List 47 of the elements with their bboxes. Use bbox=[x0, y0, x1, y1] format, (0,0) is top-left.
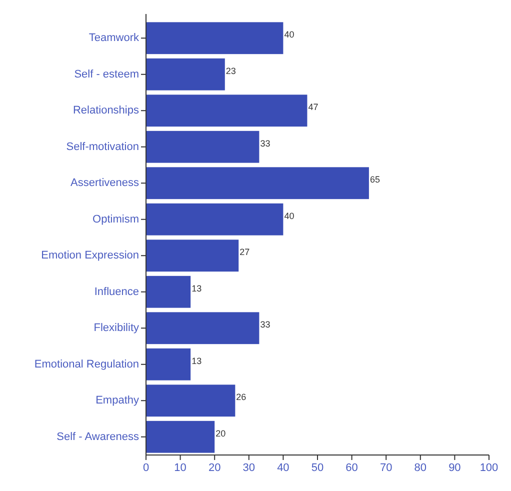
y-tick-label: Emotional Regulation bbox=[34, 358, 139, 370]
bar bbox=[146, 240, 239, 272]
y-tick-label: Relationships bbox=[72, 104, 140, 117]
bar bbox=[146, 203, 284, 236]
x-tick-label: 90 bbox=[448, 462, 461, 474]
x-tick-label: 60 bbox=[346, 462, 358, 474]
data-label: 40 bbox=[284, 30, 294, 40]
x-tick-label: 0 bbox=[142, 462, 150, 474]
x-tick-label: 40 bbox=[277, 462, 290, 474]
bar bbox=[146, 312, 260, 344]
bar bbox=[146, 22, 284, 54]
x-tick-label: 70 bbox=[380, 462, 392, 474]
x-tick-label: 50 bbox=[311, 462, 324, 474]
y-tick-label: Optimism bbox=[92, 213, 139, 226]
data-label: 27 bbox=[240, 247, 250, 257]
y-tick-label: Assertiveness bbox=[70, 177, 140, 190]
bar bbox=[146, 167, 369, 200]
bar bbox=[146, 58, 225, 90]
data-label: 13 bbox=[192, 283, 202, 294]
bar bbox=[146, 130, 260, 163]
x-tick-label: 10 bbox=[174, 462, 186, 474]
y-tick-label: Self - esteem bbox=[74, 68, 139, 80]
y-tick-label: Self-motivation bbox=[66, 140, 139, 153]
y-tick-label: Flexibility bbox=[94, 322, 140, 334]
y-tick-label: Teamwork bbox=[88, 32, 140, 44]
bar bbox=[146, 348, 191, 380]
x-tick-label: 20 bbox=[208, 462, 221, 474]
data-label: 26 bbox=[236, 392, 246, 402]
data-label: 40 bbox=[284, 210, 294, 221]
x-tick-label: 100 bbox=[480, 462, 498, 474]
y-tick-label: Self - Awareness bbox=[56, 430, 140, 443]
y-tick-label: Emotion Expression bbox=[41, 250, 139, 262]
data-label: 20 bbox=[216, 428, 226, 438]
data-label: 65 bbox=[370, 174, 380, 184]
data-label: 23 bbox=[226, 66, 236, 76]
data-label: 33 bbox=[260, 320, 270, 330]
bar bbox=[146, 384, 236, 417]
data-label: 33 bbox=[260, 138, 270, 148]
bar bbox=[146, 276, 191, 308]
data-label: 47 bbox=[308, 102, 318, 112]
y-tick-label: Empathy bbox=[96, 394, 140, 407]
y-tick-label: Influence bbox=[94, 286, 139, 298]
bar bbox=[146, 94, 308, 127]
x-tick-label: 30 bbox=[242, 462, 256, 474]
x-tick-label: 80 bbox=[414, 462, 427, 474]
data-label: 13 bbox=[192, 356, 202, 366]
bar bbox=[146, 420, 215, 453]
